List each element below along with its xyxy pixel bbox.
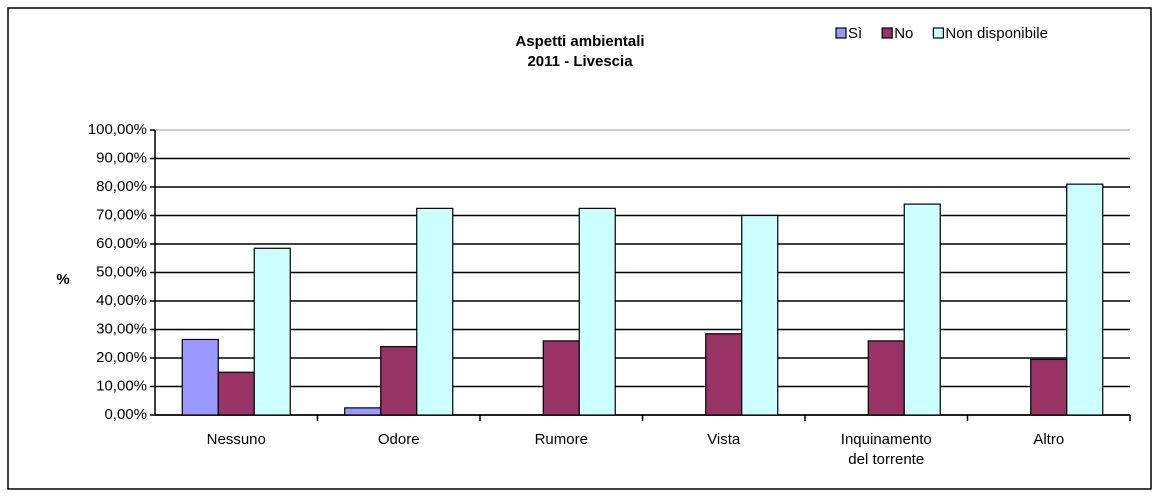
legend-swatch (835, 27, 847, 39)
legend-swatch (932, 27, 944, 39)
bar (217, 371, 255, 416)
bar (741, 214, 779, 416)
legend-swatch (881, 27, 893, 39)
bar (705, 333, 743, 416)
bar (1030, 358, 1068, 416)
legend-label: No (894, 25, 913, 42)
bar (344, 407, 382, 416)
y-tick-label: 30,00% (96, 320, 147, 337)
x-tick-label: Inquinamento del torrente (840, 431, 932, 468)
y-tick-label: 80,00% (96, 178, 147, 195)
bar (867, 340, 905, 416)
x-tick-label: Odore (377, 431, 420, 448)
y-tick-label: 10,00% (96, 377, 147, 394)
x-tick-label: Rumore (534, 431, 588, 448)
y-tick-label: 60,00% (96, 235, 147, 252)
bar (1066, 183, 1104, 416)
legend-label: Non disponibile (945, 25, 1048, 42)
y-tick-label: 40,00% (96, 292, 147, 309)
bar (903, 203, 941, 416)
y-tick-label: 100,00% (88, 121, 147, 138)
chart-title: Aspetti ambientali (515, 33, 644, 50)
chart-subtitle: 2011 - Livescia (527, 53, 633, 70)
y-tick-label: 90,00% (96, 149, 147, 166)
y-axis-label: % (56, 271, 69, 288)
bar (416, 207, 454, 416)
bar (380, 346, 418, 416)
y-tick-label: 70,00% (96, 206, 147, 223)
y-tick-label: 50,00% (96, 263, 147, 280)
bar (253, 247, 291, 416)
x-tick-label: Nessuno (206, 431, 266, 448)
legend-label: Sì (848, 25, 862, 42)
y-tick-label: 0,00% (104, 406, 147, 423)
bar (181, 338, 219, 416)
x-tick-label: Vista (707, 431, 741, 448)
bar (542, 340, 580, 416)
y-tick-label: 20,00% (96, 349, 147, 366)
bar (578, 207, 616, 416)
x-tick-label: Altro (1033, 431, 1065, 448)
